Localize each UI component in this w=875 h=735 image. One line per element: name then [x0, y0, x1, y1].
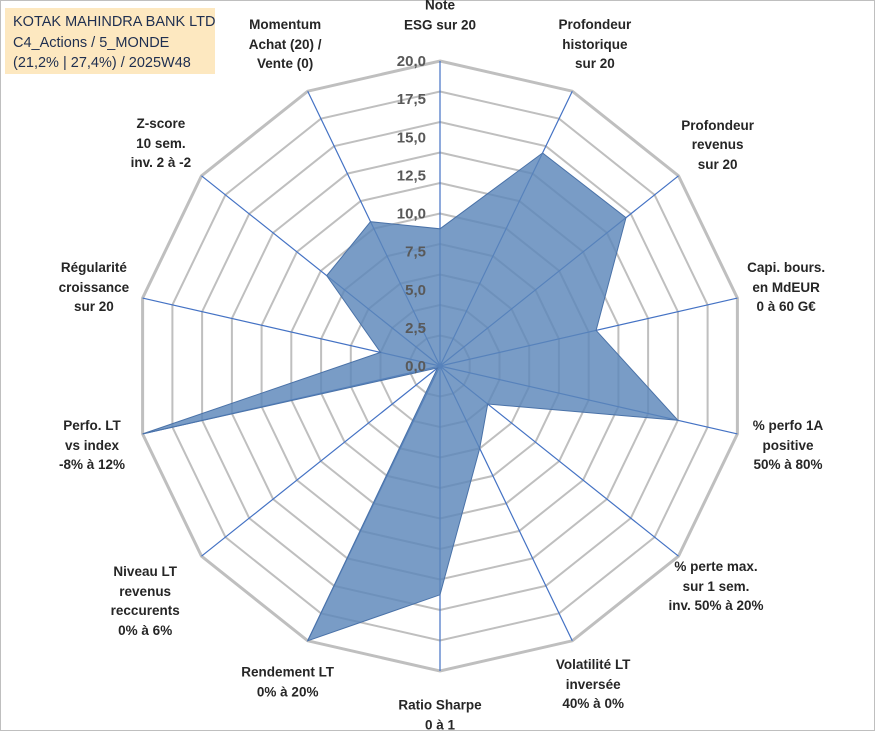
radar-series	[143, 153, 678, 641]
title-category: C4_Actions / 5_MONDE	[13, 33, 207, 54]
axis-label: Perfo. LT vs index -8% à 12%	[59, 416, 125, 475]
title-box: KOTAK MAHINDRA BANK LTD C4_Actions / 5_M…	[5, 8, 215, 74]
tick-label: 5,0	[405, 282, 426, 299]
axis-label: Momentum Achat (20) / Vente (0)	[249, 15, 322, 74]
tick-label: 20,0	[397, 53, 426, 70]
axis-label: % perfo 1A positive 50% à 80%	[753, 416, 824, 475]
tick-label: 15,0	[397, 129, 426, 146]
tick-label: 2,5	[405, 320, 426, 337]
title-period: (21,2% | 27,4%) / 2025W48	[13, 53, 207, 74]
axis-label: % perte max. sur 1 sem. inv. 50% à 20%	[668, 557, 763, 616]
axis-label: Z-score 10 sem. inv. 2 à -2	[131, 114, 192, 173]
axis-label: Volatilité LT inversée 40% à 0%	[556, 655, 631, 714]
axis-label: Note ESG sur 20	[404, 0, 476, 35]
axis-label: Profondeur historique sur 20	[559, 15, 632, 74]
series-area	[143, 153, 678, 641]
tick-label: 12,5	[397, 167, 426, 184]
tick-label: 7,5	[405, 244, 426, 261]
tick-label: 0,0	[405, 358, 426, 375]
axis-label: Rendement LT 0% à 20%	[241, 663, 334, 702]
axis-label: Profondeur revenus sur 20	[681, 115, 754, 174]
axis-label: Régularité croissance sur 20	[59, 258, 130, 317]
axis-label: Ratio Sharpe 0 à 1	[398, 696, 481, 735]
axis-label: Capi. bours. en MdEUR 0 à 60 G€	[747, 258, 825, 317]
tick-label: 10,0	[397, 206, 426, 223]
tick-label: 17,5	[397, 91, 426, 108]
axis-label: Niveau LT revenus reccurents 0% à 6%	[111, 562, 180, 640]
title-company: KOTAK MAHINDRA BANK LTD	[13, 12, 207, 33]
